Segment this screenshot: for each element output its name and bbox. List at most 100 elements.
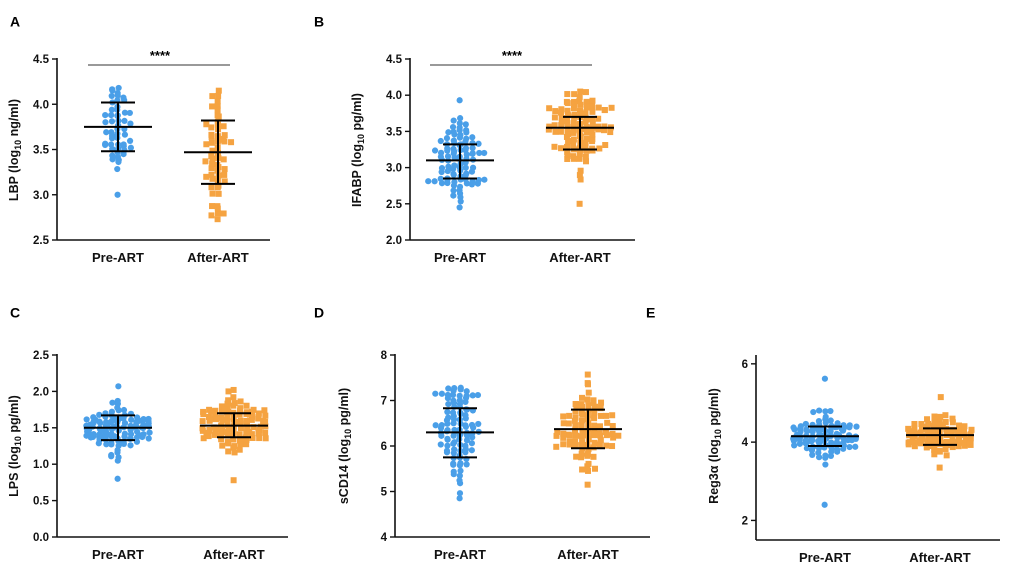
data-point — [214, 106, 221, 113]
data-point — [215, 87, 222, 94]
significance-label: **** — [502, 48, 523, 63]
data-point — [573, 432, 580, 439]
data-point — [456, 490, 464, 497]
data-point — [595, 126, 602, 133]
data-point — [942, 412, 949, 419]
data-point — [572, 422, 579, 429]
data-point — [602, 142, 609, 149]
data-point — [223, 429, 230, 436]
data-point — [468, 440, 476, 447]
data-point — [230, 386, 237, 393]
y-tick-label: 4 — [742, 437, 749, 449]
data-point — [244, 424, 251, 431]
panel-letter: A — [10, 13, 20, 29]
data-point — [943, 452, 950, 459]
data-point — [212, 407, 219, 414]
data-point — [218, 408, 225, 415]
data-point — [225, 397, 232, 404]
data-point — [565, 131, 572, 138]
data-point — [961, 442, 968, 449]
data-point — [218, 428, 225, 435]
data-point — [463, 180, 470, 187]
data-point — [923, 444, 930, 451]
data-point — [202, 158, 209, 165]
data-point — [256, 435, 263, 442]
data-point — [961, 423, 968, 430]
data-point — [203, 429, 210, 436]
y-tick-label: 4 — [381, 532, 388, 544]
data-point — [127, 120, 134, 127]
data-point — [583, 98, 590, 105]
data-point — [846, 443, 853, 451]
data-point — [450, 137, 457, 144]
data-point — [262, 429, 269, 436]
data-point — [583, 135, 590, 142]
data-point — [115, 158, 122, 166]
data-point — [583, 129, 590, 136]
data-point — [199, 425, 206, 432]
data-point — [224, 418, 231, 425]
data-point — [591, 465, 598, 472]
data-point — [564, 120, 571, 127]
data-point — [451, 385, 458, 392]
data-point — [936, 418, 943, 425]
data-point — [931, 413, 938, 420]
data-point — [797, 423, 804, 430]
data-point — [558, 118, 565, 125]
data-point — [111, 433, 118, 440]
data-point — [451, 439, 458, 446]
data-point — [601, 127, 608, 134]
data-point — [444, 442, 451, 449]
data-point — [221, 132, 228, 139]
data-point — [570, 129, 577, 136]
data-point — [121, 430, 129, 437]
data-point — [585, 389, 592, 396]
data-point — [456, 134, 464, 141]
data-point — [438, 180, 446, 187]
data-point — [438, 390, 446, 397]
data-point — [115, 383, 122, 390]
data-point — [237, 405, 244, 412]
data-point — [243, 436, 250, 443]
data-point — [802, 420, 809, 428]
data-point — [476, 149, 483, 157]
data-point — [558, 122, 565, 129]
data-point — [95, 440, 102, 447]
data-point — [566, 412, 573, 419]
data-point — [243, 402, 250, 409]
data-point — [589, 138, 596, 145]
data-point — [262, 412, 269, 419]
data-point — [564, 155, 571, 162]
data-point — [602, 428, 609, 435]
data-point — [557, 128, 564, 135]
data-point — [225, 425, 232, 432]
data-point — [462, 446, 469, 453]
data-point — [200, 411, 207, 418]
data-point — [114, 446, 121, 454]
data-point — [572, 442, 579, 449]
x-category-label: Pre-ART — [92, 547, 144, 562]
x-category-label: Pre-ART — [434, 547, 486, 562]
data-point — [570, 153, 577, 160]
data-point — [103, 441, 110, 448]
data-point — [967, 435, 974, 442]
panel-c: C LPS (log10 pg/ml) 0.0 0.5 1.0 1.5 2.0 2.5 Pre-… — [7, 304, 288, 562]
data-point — [208, 133, 215, 140]
data-point — [595, 431, 602, 438]
data-point — [445, 414, 452, 421]
data-point — [935, 435, 942, 442]
data-point — [942, 440, 949, 447]
data-point — [444, 408, 451, 416]
data-point — [221, 171, 228, 178]
data-point — [231, 400, 238, 407]
data-point — [102, 119, 109, 126]
data-point — [816, 432, 823, 439]
data-point — [230, 436, 237, 443]
data-point — [449, 123, 457, 131]
data-point — [949, 415, 956, 422]
data-point — [950, 439, 957, 446]
data-point — [570, 126, 577, 133]
data-point — [468, 447, 475, 454]
data-point — [437, 441, 444, 448]
data-point — [203, 121, 210, 128]
